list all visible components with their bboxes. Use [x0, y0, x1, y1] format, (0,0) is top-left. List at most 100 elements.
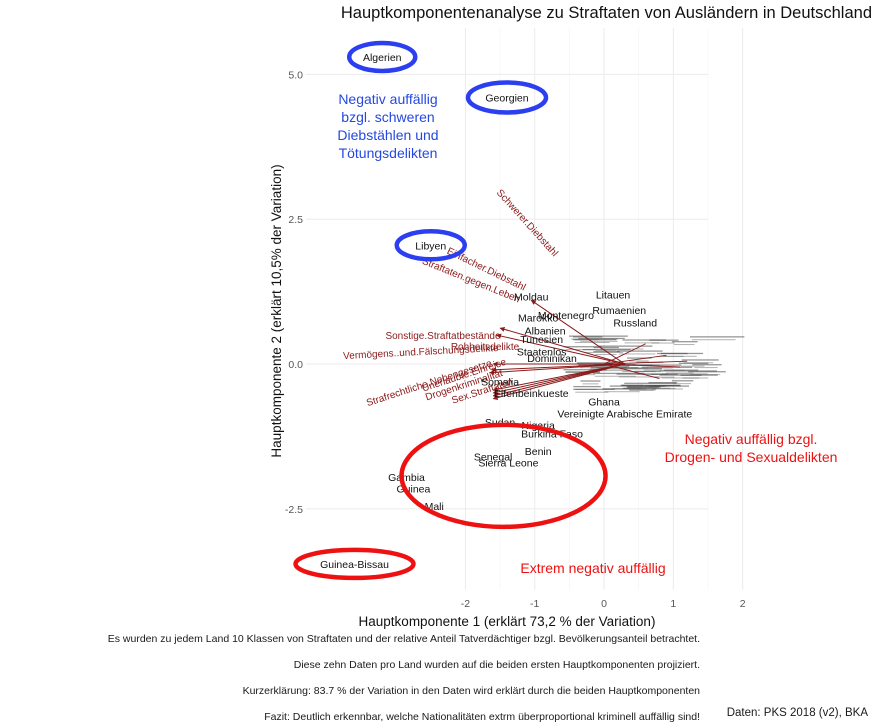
overplot-mark — [598, 345, 653, 347]
overplot-mark — [662, 355, 697, 357]
annotation-2: Negativ auffällig bzgl. Drogen- und Sexua… — [665, 431, 838, 465]
point-label-algerien: Algerien — [363, 52, 402, 64]
overplot-mark — [680, 374, 702, 376]
annotation-line: Drogen- und Sexualdelikten — [665, 449, 838, 465]
overplot-mark — [634, 370, 661, 373]
overplot-mark — [572, 338, 617, 341]
x-axis-label: Hauptkomponente 1 (erklärt 73,2 % der Va… — [359, 614, 656, 629]
overplot-mark — [641, 366, 693, 368]
loading-arrow — [499, 326, 625, 365]
overplot-mark — [587, 365, 630, 367]
y-tick-label: 5.0 — [288, 69, 303, 81]
highlight-georgien — [465, 80, 549, 115]
overplot-mark — [694, 367, 718, 369]
point-label-dominikan: Dominikan — [527, 353, 577, 365]
overplot-mark — [643, 369, 685, 371]
arrow-label-schwerer-diebstahl: Schwerer.Diebstahl — [494, 188, 560, 259]
point-label-sierra-leone: Sierra Leone — [478, 458, 538, 470]
overplot-mark — [573, 388, 615, 390]
overplot-mark — [624, 342, 660, 344]
point-label-ghana: Ghana — [588, 397, 620, 409]
overplot-mark — [572, 336, 603, 338]
point-label-albanien: Albanien — [525, 325, 566, 337]
point-label-vereinigte-arabische-emirate: Vereinigte Arabische Emirate — [557, 408, 692, 420]
point-label-guinea-bissau: Guinea-Bissau — [320, 559, 389, 571]
point-label-senegal: Senegal — [474, 452, 513, 464]
overplot-mark — [622, 339, 667, 341]
point-label-marokko: Marokko — [518, 313, 558, 325]
overplot-mark — [629, 367, 673, 369]
overplot-mark — [582, 383, 599, 385]
loading-arrow — [492, 363, 625, 401]
overplot-mark — [651, 342, 675, 344]
highlight-libyen — [394, 229, 468, 262]
overplot-mark — [576, 362, 614, 364]
overplot-mark — [618, 353, 656, 355]
overplot-mark — [575, 391, 609, 393]
overplot-mark — [594, 375, 637, 377]
x-tick-label: -2 — [461, 598, 470, 610]
annotation-line: Diebstählen und — [337, 127, 438, 143]
point-label-russland: Russland — [613, 317, 657, 329]
overplot-mark — [624, 382, 676, 384]
overplot-mark — [646, 387, 676, 389]
overplot-mark — [627, 386, 659, 389]
overplot-mark — [618, 376, 660, 378]
footer-line-2: Diese zehn Daten pro Land wurden auf die… — [293, 659, 700, 671]
overplot-mark — [593, 346, 619, 349]
overplot-mark — [592, 370, 631, 372]
annotation-3: Extrem negativ auffällig — [520, 560, 665, 576]
point-label-montenegro: Montenegro — [538, 310, 594, 322]
overplot-mark — [604, 391, 640, 393]
highlight-guinea-bissau — [293, 547, 416, 581]
y-axis-label: Hauptkomponente 2 (erklärt 10,5% der Var… — [269, 164, 284, 457]
point-label-somalia: Somalia — [481, 376, 519, 388]
highlight-algerien — [346, 40, 418, 74]
annotations: Negativ auffällig bzgl. schweren Diebstähl… — [337, 91, 837, 576]
overplot-mark — [563, 369, 607, 371]
overplot-mark — [627, 357, 652, 359]
axis-ticks: -2 -1 0 1 2 -2.5 0.0 2.5 5.0 — [285, 69, 746, 610]
overplot-mark — [689, 336, 745, 338]
overplot-mark — [616, 350, 663, 352]
highlight-drogen-cluster — [399, 422, 608, 530]
y-tick-label: -2.5 — [285, 504, 303, 516]
overplot-mark — [651, 388, 683, 390]
overplot-mark — [673, 383, 692, 385]
overplot-mark — [649, 339, 679, 341]
overplot-mark — [602, 388, 647, 390]
overplot-mark — [595, 353, 617, 355]
footer-line-3: Kurzerklärung: 83.7 % der Variation in d… — [242, 685, 700, 697]
arrow-label-verm-gens-und-f-lschungsdelikte: Vermögens..und.Fälschungsdelikte — [343, 343, 499, 362]
footer-line-1: Es wurden zu jedem Land 10 Klassen von S… — [107, 633, 700, 645]
point-label-gambia: Gambia — [388, 472, 425, 484]
overplot-mark — [659, 370, 717, 372]
overplot-mark — [691, 339, 736, 341]
point-label-rumaenien: Rumaenien — [592, 305, 646, 317]
data-credit: Daten: PKS 2018 (v2), BKA — [726, 707, 868, 719]
overplot-mark — [688, 371, 726, 373]
overplot-mark — [580, 380, 601, 382]
overplot-mark — [574, 339, 599, 341]
point-label-staatenlos: Staatenlos — [517, 346, 567, 358]
overplot-mark — [620, 368, 662, 370]
point-label-tunesien: Tunesien — [520, 334, 563, 346]
grid-lines — [306, 28, 744, 590]
overplot-mark — [650, 373, 678, 375]
overplot-mark — [661, 373, 708, 375]
overplot-mark — [622, 371, 656, 373]
overplot-mark — [636, 373, 658, 375]
overplot-mark — [578, 337, 625, 340]
overplot-mark — [664, 369, 699, 371]
overplot-mark — [658, 355, 684, 357]
pca-chart: Schwerer.DiebstahlEinfacher.DiebstahlStr… — [269, 4, 872, 629]
x-tick-label: 0 — [601, 598, 607, 610]
overplot-mark — [565, 371, 600, 373]
loading-arrow — [489, 363, 625, 375]
overplot-mark — [673, 344, 695, 346]
loading-arrow — [530, 299, 626, 365]
overplot-mark — [666, 372, 694, 374]
arrow-label-rohheitsdelikte: Rohheitsdelikte — [451, 342, 520, 353]
overplot-mark — [595, 349, 616, 351]
